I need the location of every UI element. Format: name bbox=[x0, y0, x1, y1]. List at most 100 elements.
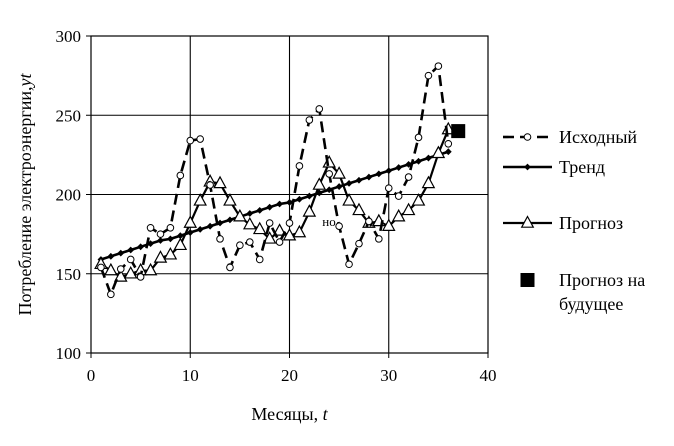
data-point-original bbox=[394, 192, 403, 200]
data-point-original bbox=[295, 162, 304, 170]
x-tick-label: 40 bbox=[480, 366, 497, 385]
series-original bbox=[97, 62, 453, 299]
data-point-original bbox=[404, 173, 413, 181]
series-line-original bbox=[99, 64, 450, 296]
data-point-forecast bbox=[352, 202, 366, 216]
data-point-forecast bbox=[163, 246, 178, 260]
data-point-trend bbox=[186, 229, 194, 236]
x-axis-title: Месяцы, t bbox=[251, 404, 328, 424]
data-point-original bbox=[216, 235, 224, 243]
axes-text: 0 10 20 30 40 100 150 200 250 300 Месяцы, t Потребл… bbox=[15, 27, 497, 424]
legend-label-forecast: Прогноз bbox=[559, 213, 623, 233]
data-point-original bbox=[166, 223, 175, 232]
data-point-forecast bbox=[302, 204, 317, 217]
data-point-original bbox=[424, 71, 433, 80]
data-point-original bbox=[226, 263, 234, 272]
data-point-trend bbox=[256, 206, 264, 214]
legend-entry-forecast: Прогноз bbox=[503, 213, 623, 233]
data-point-forecast bbox=[193, 193, 207, 206]
data-point-forecast bbox=[213, 175, 227, 189]
data-point-original bbox=[136, 273, 145, 281]
data-point-original bbox=[365, 217, 373, 226]
data-point-trend bbox=[137, 243, 145, 251]
data-point-forecast bbox=[104, 262, 118, 276]
data-point-forecast bbox=[113, 269, 128, 282]
data-point-trend bbox=[147, 240, 154, 248]
data-point-original bbox=[196, 135, 204, 143]
data-point-trend bbox=[415, 157, 422, 165]
data-point-original bbox=[176, 171, 185, 180]
series-forecast bbox=[94, 121, 456, 282]
data-point-original bbox=[384, 184, 393, 192]
data-point-original bbox=[355, 239, 363, 248]
data-point-original bbox=[414, 133, 423, 142]
legend-label-future-forecast: Прогноз на будущее bbox=[559, 270, 645, 314]
data-point-trend bbox=[117, 249, 125, 257]
data-point-original bbox=[146, 223, 155, 232]
data-point-trend bbox=[305, 192, 313, 200]
data-point-trend bbox=[266, 203, 274, 211]
data-point-original bbox=[325, 170, 334, 178]
data-point-forecast bbox=[262, 231, 277, 244]
data-point-trend bbox=[395, 164, 403, 171]
data-point-forecast bbox=[173, 237, 188, 251]
x-tick-label: 10 bbox=[182, 366, 199, 385]
data-point-trend bbox=[286, 199, 293, 206]
data-point-future-forecast bbox=[451, 124, 466, 139]
data-point-trend bbox=[246, 210, 254, 217]
legend-entry-trend: Тренд bbox=[503, 157, 605, 177]
legend-marker-forecast bbox=[520, 215, 535, 228]
plot-area bbox=[86, 35, 489, 358]
series-trend bbox=[97, 148, 452, 263]
data-point-original bbox=[206, 181, 214, 189]
data-point-original bbox=[285, 219, 294, 227]
data-point-original bbox=[345, 260, 353, 269]
data-point-original bbox=[434, 62, 443, 70]
data-point-forecast bbox=[431, 145, 446, 159]
stray-text: но bbox=[322, 214, 335, 229]
data-point-forecast bbox=[332, 166, 346, 179]
legend-marker-original bbox=[523, 133, 532, 141]
data-point-forecast bbox=[312, 177, 327, 190]
data-point-trend bbox=[325, 186, 333, 194]
data-point-forecast bbox=[342, 193, 356, 206]
legend-marker-trend bbox=[524, 163, 531, 171]
data-point-forecast bbox=[252, 221, 267, 235]
data-point-original bbox=[246, 238, 254, 246]
data-point-original bbox=[265, 219, 274, 227]
y-tick-label: 300 bbox=[56, 27, 82, 46]
legend-entry-future-forecast: Прогноз на будущее bbox=[520, 270, 645, 314]
data-point-trend bbox=[206, 222, 214, 230]
data-point-trend bbox=[107, 252, 115, 260]
series-line-forecast bbox=[100, 129, 450, 279]
data-point-original bbox=[126, 255, 135, 264]
data-point-trend bbox=[157, 237, 164, 244]
legend-entry-original: Исходный bbox=[503, 127, 637, 147]
data-point-trend bbox=[425, 154, 432, 162]
data-point-trend bbox=[444, 148, 452, 156]
y-axis-title: Потребление электроэнергии,yt bbox=[15, 73, 35, 316]
data-point-forecast bbox=[282, 227, 297, 241]
data-point-original bbox=[335, 222, 343, 230]
y-tick-label: 150 bbox=[56, 265, 82, 284]
legend: Исходный Тренд Прогноз Прогноз на будущее bbox=[503, 127, 645, 314]
y-tick-label: 250 bbox=[56, 106, 82, 125]
data-point-forecast bbox=[183, 215, 198, 228]
legend-label-trend: Тренд bbox=[559, 157, 605, 177]
data-point-original bbox=[107, 290, 115, 299]
data-point-trend bbox=[375, 170, 383, 178]
data-point-forecast bbox=[123, 265, 138, 279]
data-point-trend bbox=[226, 216, 234, 224]
x-tick-label: 20 bbox=[281, 366, 298, 385]
data-point-original bbox=[444, 139, 453, 148]
x-tick-label: 30 bbox=[380, 366, 397, 385]
data-point-original bbox=[156, 230, 165, 238]
data-point-original bbox=[186, 136, 195, 145]
data-point-original bbox=[315, 105, 324, 113]
data-point-trend bbox=[127, 246, 135, 254]
data-point-forecast bbox=[411, 193, 426, 206]
data-point-trend bbox=[385, 167, 393, 175]
data-point-trend bbox=[296, 195, 303, 203]
data-point-trend bbox=[335, 183, 343, 190]
